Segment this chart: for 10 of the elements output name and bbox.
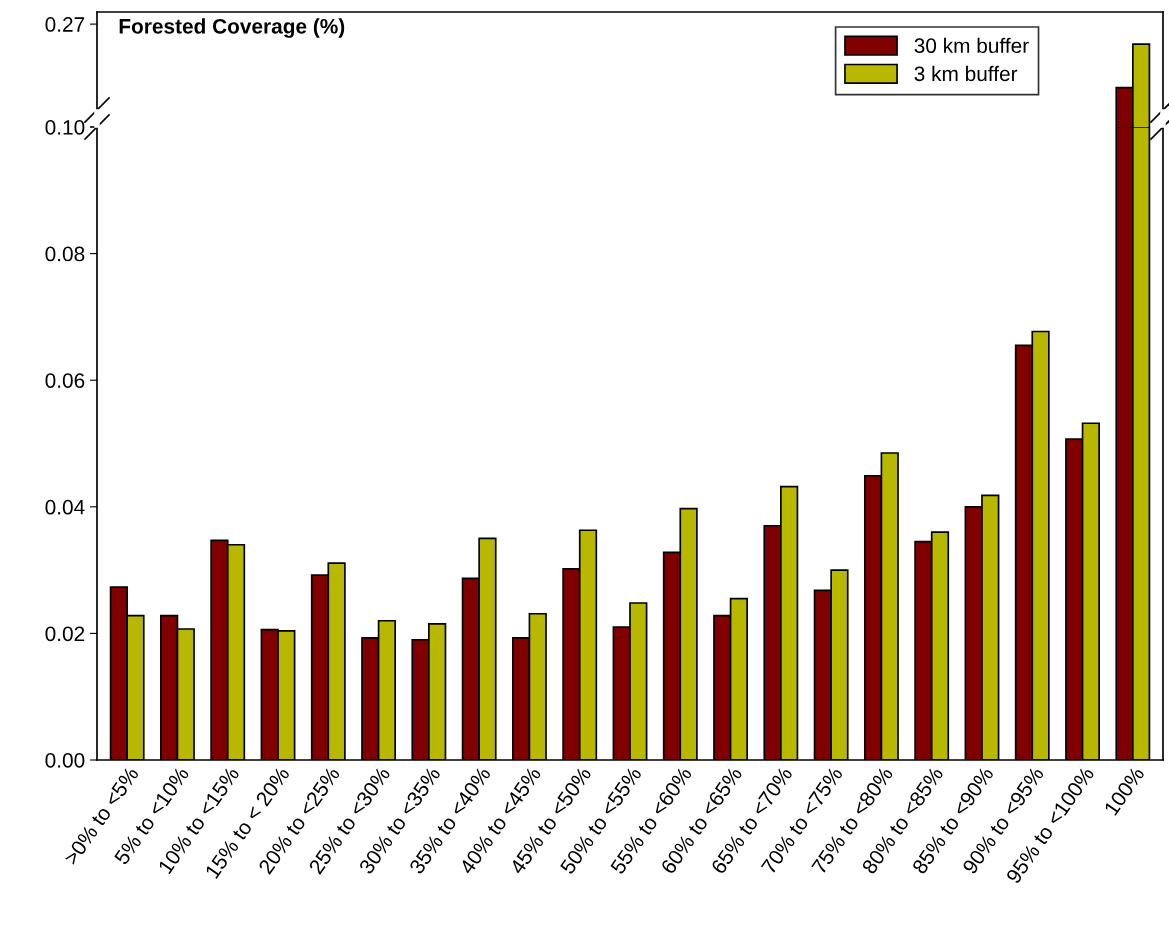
legend-label: 30 km buffer: [914, 37, 1029, 54]
y-tick-label: 0.10: [45, 120, 85, 135]
y-tick-label: 0.27: [45, 17, 85, 32]
y-tick-label: 0.04: [45, 499, 85, 515]
chart-title: Forested Coverage (%): [119, 18, 345, 38]
legend-label: 3 km buffer: [914, 65, 1018, 82]
y-tick-label: 0.08: [45, 246, 85, 262]
y-tick-label: 0.02: [45, 626, 85, 642]
y-tick-label: 0.00: [45, 753, 85, 768]
y-tick-label: 0.06: [45, 373, 85, 388]
